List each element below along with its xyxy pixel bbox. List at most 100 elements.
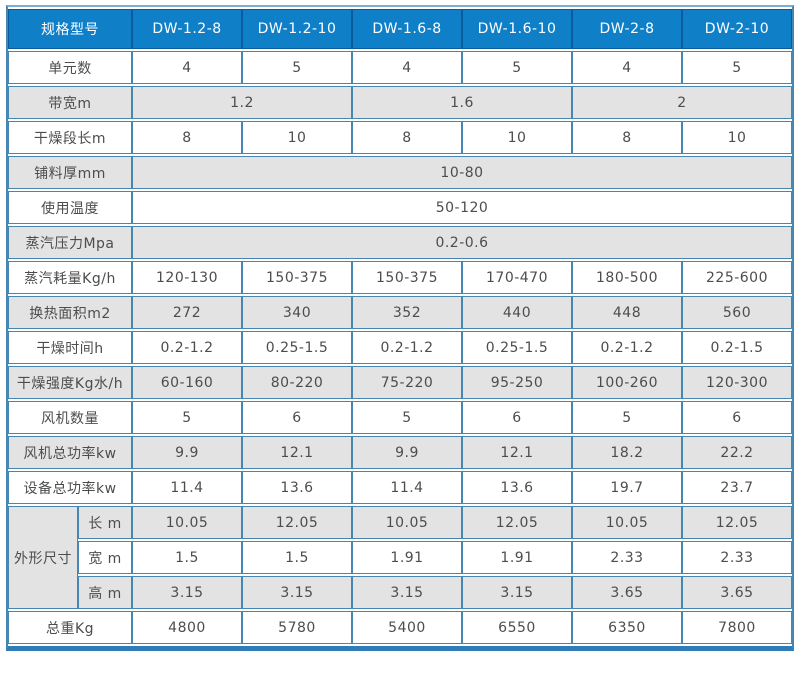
data-cell: 0.2-1.5 — [682, 331, 792, 364]
row-label: 单元数 — [8, 51, 132, 84]
data-cell: 1.91 — [352, 541, 462, 574]
data-cell: 9.9 — [132, 436, 242, 469]
table-row: 总重Kg 4800 5780 5400 6550 6350 7800 — [8, 611, 792, 644]
data-cell: 12.05 — [682, 506, 792, 539]
table-row: 换热面积m2 272 340 352 440 448 560 — [8, 296, 792, 329]
row-sub-label: 高 m — [78, 576, 132, 609]
data-cell: 0.2-1.2 — [572, 331, 682, 364]
row-label: 干燥强度Kg水/h — [8, 366, 132, 399]
row-label: 蒸汽压力Mpa — [8, 226, 132, 259]
table-row: 高 m 3.15 3.15 3.15 3.15 3.65 3.65 — [8, 576, 792, 609]
data-cell: 4 — [572, 51, 682, 84]
data-cell: 3.15 — [462, 576, 572, 609]
data-cell: 6 — [242, 401, 352, 434]
data-cell: 80-220 — [242, 366, 352, 399]
table-row: 风机数量 5 6 5 6 5 6 — [8, 401, 792, 434]
row-label: 设备总功率kw — [8, 471, 132, 504]
row-label: 蒸汽耗量Kg/h — [8, 261, 132, 294]
header-model-col-5: DW-2-10 — [682, 9, 792, 49]
data-cell: 1.5 — [132, 541, 242, 574]
data-cell: 23.7 — [682, 471, 792, 504]
table-row: 干燥强度Kg水/h 60-160 80-220 75-220 95-250 100-260… — [8, 366, 792, 399]
data-cell: 3.15 — [242, 576, 352, 609]
page: 规格型号 DW-1.2-8 DW-1.2-10 DW-1.6-8 DW-1.6-10 DW… — [6, 5, 794, 651]
data-cell: 5 — [352, 401, 462, 434]
data-cell: 12.05 — [242, 506, 352, 539]
row-label: 带宽m — [8, 86, 132, 119]
header-model-col-1: DW-1.2-10 — [242, 9, 352, 49]
data-cell: 50-120 — [132, 191, 792, 224]
table-row: 单元数 4 5 4 5 4 5 — [8, 51, 792, 84]
data-cell: 0.2-1.2 — [132, 331, 242, 364]
data-cell: 5 — [682, 51, 792, 84]
data-cell: 340 — [242, 296, 352, 329]
data-cell: 4800 — [132, 611, 242, 644]
data-cell: 8 — [352, 121, 462, 154]
data-cell: 12.1 — [242, 436, 352, 469]
data-cell: 10.05 — [132, 506, 242, 539]
data-cell: 12.1 — [462, 436, 572, 469]
data-cell: 13.6 — [242, 471, 352, 504]
row-label: 换热面积m2 — [8, 296, 132, 329]
data-cell: 4 — [352, 51, 462, 84]
data-cell: 10.05 — [572, 506, 682, 539]
data-cell: 10.05 — [352, 506, 462, 539]
data-cell: 8 — [572, 121, 682, 154]
data-cell: 3.65 — [682, 576, 792, 609]
table-row: 宽 m 1.5 1.5 1.91 1.91 2.33 2.33 — [8, 541, 792, 574]
data-cell: 1.2 — [132, 86, 352, 119]
data-cell: 6 — [682, 401, 792, 434]
data-cell: 120-130 — [132, 261, 242, 294]
row-label: 总重Kg — [8, 611, 132, 644]
data-cell: 19.7 — [572, 471, 682, 504]
data-cell: 75-220 — [352, 366, 462, 399]
data-cell: 5 — [242, 51, 352, 84]
spec-table-container: 规格型号 DW-1.2-8 DW-1.2-10 DW-1.6-8 DW-1.6-10 DW… — [6, 5, 794, 651]
data-cell: 2 — [572, 86, 792, 119]
data-cell: 560 — [682, 296, 792, 329]
header-spec-model-label: 规格型号 — [8, 9, 132, 49]
row-sub-label: 长 m — [78, 506, 132, 539]
data-cell: 6550 — [462, 611, 572, 644]
table-row: 风机总功率kw 9.9 12.1 9.9 12.1 18.2 22.2 — [8, 436, 792, 469]
data-cell: 10 — [242, 121, 352, 154]
header-model-col-4: DW-2-8 — [572, 9, 682, 49]
data-cell: 1.6 — [352, 86, 572, 119]
data-cell: 0.25-1.5 — [462, 331, 572, 364]
data-cell: 60-160 — [132, 366, 242, 399]
data-cell: 170-470 — [462, 261, 572, 294]
row-sub-label: 宽 m — [78, 541, 132, 574]
data-cell: 0.2-0.6 — [132, 226, 792, 259]
data-cell: 7800 — [682, 611, 792, 644]
data-cell: 1.5 — [242, 541, 352, 574]
table-row: 铺料厚mm 10-80 — [8, 156, 792, 189]
row-label: 干燥段长m — [8, 121, 132, 154]
data-cell: 9.9 — [352, 436, 462, 469]
data-cell: 5 — [462, 51, 572, 84]
data-cell: 150-375 — [352, 261, 462, 294]
data-cell: 100-260 — [572, 366, 682, 399]
data-cell: 13.6 — [462, 471, 572, 504]
row-label: 干燥时间h — [8, 331, 132, 364]
header-model-col-2: DW-1.6-8 — [352, 9, 462, 49]
data-cell: 5400 — [352, 611, 462, 644]
data-cell: 6350 — [572, 611, 682, 644]
data-cell: 180-500 — [572, 261, 682, 294]
table-row: 干燥时间h 0.2-1.2 0.25-1.5 0.2-1.2 0.25-1.5 0.2-1… — [8, 331, 792, 364]
data-cell: 448 — [572, 296, 682, 329]
table-row: 蒸汽压力Mpa 0.2-0.6 — [8, 226, 792, 259]
data-cell: 2.33 — [572, 541, 682, 574]
data-cell: 5 — [572, 401, 682, 434]
data-cell: 225-600 — [682, 261, 792, 294]
header-row: 规格型号 DW-1.2-8 DW-1.2-10 DW-1.6-8 DW-1.6-10 DW… — [8, 9, 792, 49]
data-cell: 0.2-1.2 — [352, 331, 462, 364]
data-cell: 5 — [132, 401, 242, 434]
table-row: 设备总功率kw 11.4 13.6 11.4 13.6 19.7 23.7 — [8, 471, 792, 504]
data-cell: 10-80 — [132, 156, 792, 189]
data-cell: 12.05 — [462, 506, 572, 539]
data-cell: 10 — [462, 121, 572, 154]
data-cell: 120-300 — [682, 366, 792, 399]
data-cell: 4 — [132, 51, 242, 84]
data-cell: 5780 — [242, 611, 352, 644]
data-cell: 150-375 — [242, 261, 352, 294]
